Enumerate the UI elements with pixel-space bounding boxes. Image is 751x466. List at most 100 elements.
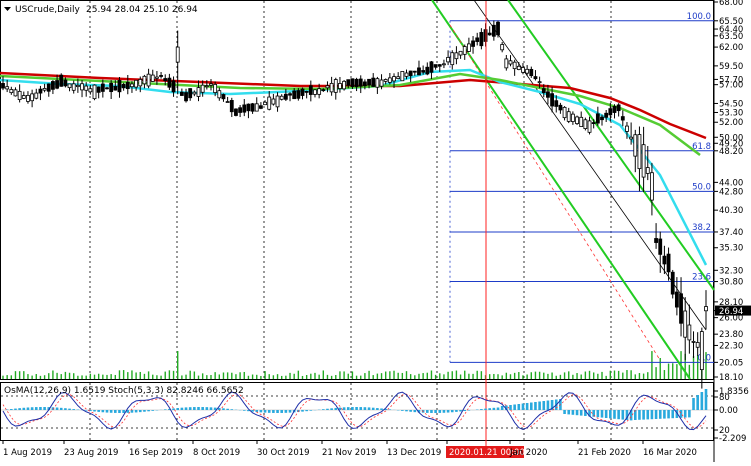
candle-body: [254, 103, 259, 112]
candle-body: [579, 116, 584, 127]
candle-body: [362, 81, 367, 87]
price-label: 42.80: [719, 187, 743, 197]
candle-body: [637, 134, 642, 170]
candle-body: [350, 78, 355, 87]
candle-body: [213, 84, 218, 93]
candle-body: [537, 81, 542, 84]
candle-body: [695, 342, 700, 348]
candle-body: [342, 80, 347, 90]
candle-body: [159, 75, 163, 77]
candle-body: [317, 88, 322, 95]
candle-body: [595, 113, 600, 124]
candle-body: [209, 83, 213, 86]
candle-body: [604, 112, 609, 118]
date-marker-box: [446, 446, 524, 458]
candlesticks: [1, 20, 708, 389]
candle-body: [263, 101, 267, 106]
candle-body: [96, 86, 101, 93]
candle-body: [192, 91, 197, 95]
date-axis: 1 Aug 2019 23 Aug 2019 16 Sep 2019 8 Oct 20…: [2, 440, 697, 458]
fib-label: 23.6: [692, 273, 711, 283]
date-label: 13 Dec 2019: [387, 448, 441, 458]
candle-body: [508, 60, 513, 65]
candle-body: [645, 167, 650, 174]
candle-body: [130, 83, 134, 88]
chart-grid: [89, 1, 612, 440]
candle-body: [171, 80, 176, 93]
candle-body: [475, 37, 480, 42]
candle-body: [304, 90, 309, 93]
fibonacci-levels: 100.0 61.8 50.0 38.2 23.6 0.0: [449, 12, 714, 363]
candle-body: [367, 78, 371, 86]
triangle-down-icon[interactable]: [4, 7, 11, 11]
candle-body: [13, 89, 18, 97]
candle-body: [308, 85, 313, 95]
candle-body: [150, 74, 155, 82]
candle-body: [75, 84, 80, 88]
candle-body: [629, 136, 634, 140]
candle-body: [234, 108, 238, 116]
candle-body: [117, 79, 122, 93]
candle-body: [541, 88, 546, 94]
candle-body: [608, 108, 613, 116]
candle-body: [687, 324, 692, 341]
price-label: 44.00: [719, 178, 743, 188]
candle-body: [699, 331, 704, 371]
ma-cyan-line: [0, 68, 708, 266]
price-label: 50.00: [719, 133, 743, 143]
candle-body: [458, 50, 463, 56]
candle-body: [491, 24, 496, 37]
candle-body: [38, 88, 43, 94]
candle-body: [125, 81, 130, 90]
candle-body: [404, 72, 409, 77]
candle-body: [283, 93, 288, 100]
price-label: 37.40: [719, 228, 743, 238]
price-label: 30.80: [719, 278, 743, 288]
candle-body: [142, 75, 147, 85]
date-label: Jan 2020: [509, 448, 547, 458]
price-label: 22.30: [719, 341, 743, 351]
candle-body: [650, 172, 654, 201]
candle-body: [575, 116, 579, 125]
candle-body: [338, 83, 342, 89]
price-label: 53.30: [719, 108, 743, 118]
candle-body: [188, 88, 193, 99]
date-label: 16 Sep 2019: [129, 448, 183, 458]
candle-body: [146, 73, 151, 87]
price-label: 18.10: [719, 373, 743, 383]
candle-body: [641, 144, 646, 178]
candle-body: [225, 101, 230, 103]
price-label: 54.50: [719, 99, 743, 109]
candle-body: [583, 119, 588, 129]
candle-body: [246, 103, 251, 112]
candle-body: [63, 79, 68, 87]
price-label: 40.30: [719, 206, 743, 216]
candle-body: [179, 91, 184, 96]
price-label: 59.50: [719, 62, 743, 72]
fib-label: 61.8: [692, 142, 711, 152]
candle-body: [674, 291, 679, 308]
ma-red-line: [0, 71, 707, 140]
candle-body: [55, 80, 59, 89]
candle-body: [662, 255, 667, 265]
candle-body: [616, 104, 621, 112]
date-label: 23 Aug 2019: [64, 448, 118, 458]
candle-body: [566, 111, 571, 122]
candle-body: [704, 306, 708, 312]
candle-body: [546, 91, 550, 98]
candle-body: [591, 122, 596, 124]
price-label: 49.20: [719, 139, 743, 149]
candle-body: [558, 104, 563, 111]
price-label: 23.80: [719, 330, 743, 340]
channel-line-lower: [431, 0, 691, 380]
stoch-main-line: [2, 391, 707, 431]
candle-body: [587, 120, 592, 133]
indicator-axis-label: 0.00: [719, 406, 738, 416]
candle-body: [250, 103, 255, 112]
candle-body: [275, 95, 280, 108]
stoch-signal-line: [2, 393, 707, 429]
candle-body: [425, 66, 430, 75]
